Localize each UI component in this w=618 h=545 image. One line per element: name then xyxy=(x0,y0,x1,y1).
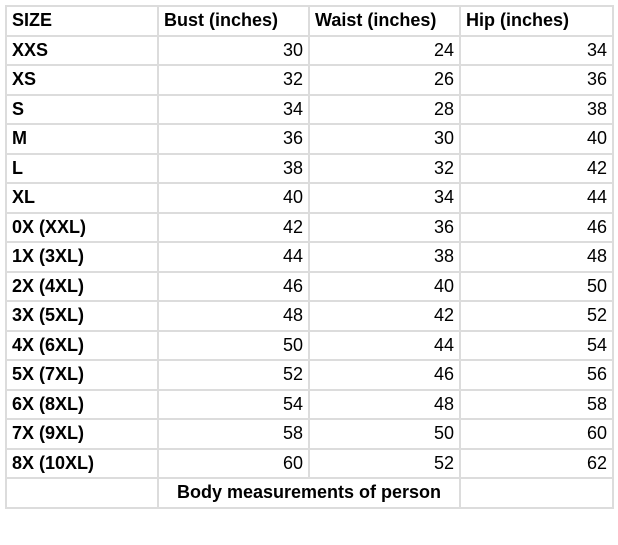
table-row: 4X (6XL) 50 44 54 xyxy=(5,329,614,361)
hip-cell[interactable]: 60 xyxy=(459,418,614,450)
hip-cell[interactable]: 62 xyxy=(459,447,614,479)
size-cell[interactable]: 7X (9XL) xyxy=(5,418,159,450)
footer-caption[interactable]: Body measurements of person xyxy=(157,477,461,509)
bust-cell[interactable]: 52 xyxy=(157,359,310,391)
hip-cell[interactable]: 38 xyxy=(459,93,614,125)
bust-cell[interactable]: 60 xyxy=(157,447,310,479)
table-row: L 38 32 42 xyxy=(5,152,614,184)
size-cell[interactable]: XL xyxy=(5,182,159,214)
table-row: 3X (5XL) 48 42 52 xyxy=(5,300,614,332)
bust-cell[interactable]: 42 xyxy=(157,211,310,243)
waist-cell[interactable]: 44 xyxy=(308,329,461,361)
hip-cell[interactable]: 34 xyxy=(459,34,614,66)
waist-cell[interactable]: 36 xyxy=(308,211,461,243)
waist-cell[interactable]: 24 xyxy=(308,34,461,66)
bust-cell[interactable]: 30 xyxy=(157,34,310,66)
bust-cell[interactable]: 38 xyxy=(157,152,310,184)
size-cell[interactable]: 6X (8XL) xyxy=(5,388,159,420)
bust-cell[interactable]: 58 xyxy=(157,418,310,450)
waist-cell[interactable]: 46 xyxy=(308,359,461,391)
header-hip[interactable]: Hip (inches) xyxy=(459,5,614,37)
size-cell[interactable]: 0X (XXL) xyxy=(5,211,159,243)
bust-cell[interactable]: 48 xyxy=(157,300,310,332)
hip-cell[interactable]: 48 xyxy=(459,241,614,273)
size-cell[interactable]: M xyxy=(5,123,159,155)
size-cell[interactable]: L xyxy=(5,152,159,184)
table-row: 6X (8XL) 54 48 58 xyxy=(5,388,614,420)
bust-cell[interactable]: 50 xyxy=(157,329,310,361)
hip-cell[interactable]: 52 xyxy=(459,300,614,332)
waist-cell[interactable]: 50 xyxy=(308,418,461,450)
hip-cell[interactable]: 36 xyxy=(459,64,614,96)
hip-cell[interactable]: 42 xyxy=(459,152,614,184)
waist-cell[interactable]: 26 xyxy=(308,64,461,96)
header-bust[interactable]: Bust (inches) xyxy=(157,5,310,37)
table-row: 2X (4XL) 46 40 50 xyxy=(5,270,614,302)
table-row: 7X (9XL) 58 50 60 xyxy=(5,418,614,450)
header-waist[interactable]: Waist (inches) xyxy=(308,5,461,37)
bust-cell[interactable]: 44 xyxy=(157,241,310,273)
hip-cell[interactable]: 58 xyxy=(459,388,614,420)
table-row: XXS 30 24 34 xyxy=(5,34,614,66)
hip-cell[interactable]: 56 xyxy=(459,359,614,391)
waist-cell[interactable]: 52 xyxy=(308,447,461,479)
empty-cell[interactable] xyxy=(5,477,159,509)
table-row: XS 32 26 36 xyxy=(5,64,614,96)
hip-cell[interactable]: 50 xyxy=(459,270,614,302)
size-chart-table: SIZE Bust (inches) Waist (inches) Hip (i… xyxy=(5,5,614,509)
footer-row: Body measurements of person xyxy=(5,477,614,509)
hip-cell[interactable]: 46 xyxy=(459,211,614,243)
size-cell[interactable]: XS xyxy=(5,64,159,96)
table-row: M 36 30 40 xyxy=(5,123,614,155)
size-cell[interactable]: 4X (6XL) xyxy=(5,329,159,361)
waist-cell[interactable]: 28 xyxy=(308,93,461,125)
header-size[interactable]: SIZE xyxy=(5,5,159,37)
hip-cell[interactable]: 54 xyxy=(459,329,614,361)
table-row: 0X (XXL) 42 36 46 xyxy=(5,211,614,243)
size-cell[interactable]: 3X (5XL) xyxy=(5,300,159,332)
size-cell[interactable]: 2X (4XL) xyxy=(5,270,159,302)
empty-cell[interactable] xyxy=(459,477,614,509)
waist-cell[interactable]: 48 xyxy=(308,388,461,420)
bust-cell[interactable]: 40 xyxy=(157,182,310,214)
hip-cell[interactable]: 44 xyxy=(459,182,614,214)
hip-cell[interactable]: 40 xyxy=(459,123,614,155)
bust-cell[interactable]: 32 xyxy=(157,64,310,96)
header-row: SIZE Bust (inches) Waist (inches) Hip (i… xyxy=(5,5,614,37)
bust-cell[interactable]: 46 xyxy=(157,270,310,302)
waist-cell[interactable]: 42 xyxy=(308,300,461,332)
size-cell[interactable]: S xyxy=(5,93,159,125)
size-cell[interactable]: 1X (3XL) xyxy=(5,241,159,273)
size-cell[interactable]: 5X (7XL) xyxy=(5,359,159,391)
bust-cell[interactable]: 34 xyxy=(157,93,310,125)
table-row: 1X (3XL) 44 38 48 xyxy=(5,241,614,273)
waist-cell[interactable]: 40 xyxy=(308,270,461,302)
bust-cell[interactable]: 36 xyxy=(157,123,310,155)
waist-cell[interactable]: 30 xyxy=(308,123,461,155)
table-row: S 34 28 38 xyxy=(5,93,614,125)
table-row: 5X (7XL) 52 46 56 xyxy=(5,359,614,391)
size-cell[interactable]: 8X (10XL) xyxy=(5,447,159,479)
size-cell[interactable]: XXS xyxy=(5,34,159,66)
waist-cell[interactable]: 38 xyxy=(308,241,461,273)
table-row: 8X (10XL) 60 52 62 xyxy=(5,447,614,479)
waist-cell[interactable]: 32 xyxy=(308,152,461,184)
table-row: XL 40 34 44 xyxy=(5,182,614,214)
bust-cell[interactable]: 54 xyxy=(157,388,310,420)
waist-cell[interactable]: 34 xyxy=(308,182,461,214)
